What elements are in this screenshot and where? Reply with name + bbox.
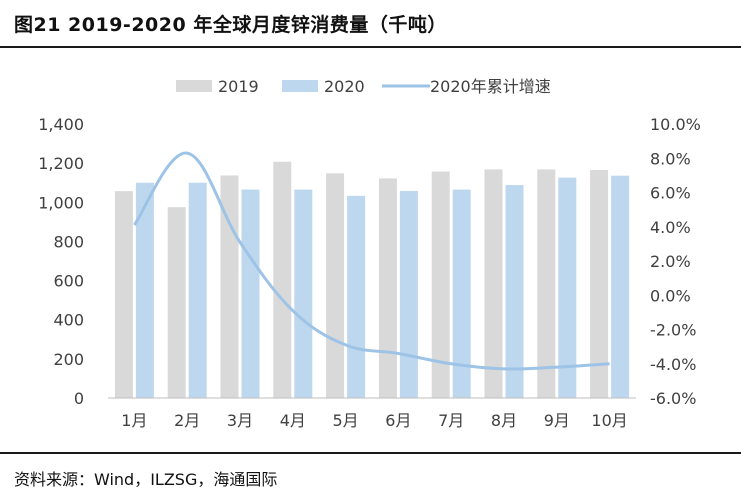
series-line-growth <box>133 151 610 371</box>
bar-2019-8 <box>537 169 556 398</box>
bar-2019-6 <box>431 171 450 398</box>
x-tick-label: 5月 <box>333 411 359 430</box>
x-tick-label: 4月 <box>280 411 306 430</box>
bar-2020-8 <box>558 177 577 398</box>
bar-2019-3 <box>273 161 292 398</box>
y-left-tick-label: 800 <box>53 232 84 251</box>
bar-2020-4 <box>347 195 366 398</box>
y-left-tick-label: 400 <box>53 311 84 330</box>
x-tick-label: 3月 <box>227 411 253 430</box>
y-left-tick-label: 200 <box>53 350 84 369</box>
x-tick-label: 1月 <box>121 411 147 430</box>
legend-label-1: 2020 <box>324 77 365 96</box>
y-left-tick-label: 1,400 <box>38 115 84 134</box>
bar-2020-9 <box>611 175 630 398</box>
bar-2020-2 <box>241 189 260 398</box>
y-right-tick-label: 8.0% <box>650 149 691 168</box>
bar-2019-9 <box>590 169 609 398</box>
bar-2020-5 <box>399 190 418 398</box>
bar-2020-0 <box>135 182 154 398</box>
bar-2020-7 <box>505 185 524 398</box>
chart-area: 2019 2020 2020年累计增速 0 200 400 600 800 1,000 1,200… <box>0 48 741 452</box>
figure-title: 图21 2019-2020 年全球月度锌消费量（千吨） <box>14 14 447 36</box>
bar-2019-4 <box>326 173 345 398</box>
legend-label-0: 2019 <box>218 77 259 96</box>
y-right-tick-label: 0.0% <box>650 286 691 305</box>
y-right-tick-label: -4.0% <box>650 355 696 374</box>
x-tick-label: 2月 <box>174 411 200 430</box>
bar-2019-7 <box>484 169 503 398</box>
source-note: 资料来源：Wind，ILZSG，海通国际 <box>14 470 278 489</box>
legend-label-2: 2020年累计增速 <box>430 77 551 96</box>
y-left-tick-label: 1,000 <box>38 193 84 212</box>
x-tick-label: 9月 <box>544 411 570 430</box>
bar-2020-3 <box>294 189 313 398</box>
bar-2019-5 <box>378 178 397 398</box>
bar-2019-0 <box>114 191 133 398</box>
bar-2019-1 <box>167 207 186 398</box>
y-left-tick-label: 1,200 <box>38 154 84 173</box>
y-right-tick-label: 6.0% <box>650 184 691 203</box>
y-right-tick-label: 4.0% <box>650 218 691 237</box>
bar-2020-1 <box>188 182 207 398</box>
x-tick-label: 7月 <box>438 411 464 430</box>
legend-swatch-1 <box>282 80 318 92</box>
x-tick-label: 8月 <box>491 411 517 430</box>
title-bar: 图21 2019-2020 年全球月度锌消费量（千吨） <box>0 0 741 48</box>
bar-2020-6 <box>452 189 471 398</box>
y-right-tick-label: -2.0% <box>650 321 696 340</box>
source-bar: 资料来源：Wind，ILZSG，海通国际 <box>0 452 741 500</box>
legend-swatch-0 <box>176 80 212 92</box>
x-tick-label: 6月 <box>385 411 411 430</box>
y-left-tick-label: 600 <box>53 272 84 291</box>
y-right-tick-label: 10.0% <box>650 115 701 134</box>
zinc-consumption-chart: 2019 2020 2020年累计增速 0 200 400 600 800 1,000 1,200… <box>38 77 701 430</box>
y-left-tick-label: 0 <box>74 389 84 408</box>
y-right-tick-label: -6.0% <box>650 389 696 408</box>
x-tick-label: 10月 <box>591 411 627 430</box>
y-right-tick-label: 2.0% <box>650 252 691 271</box>
